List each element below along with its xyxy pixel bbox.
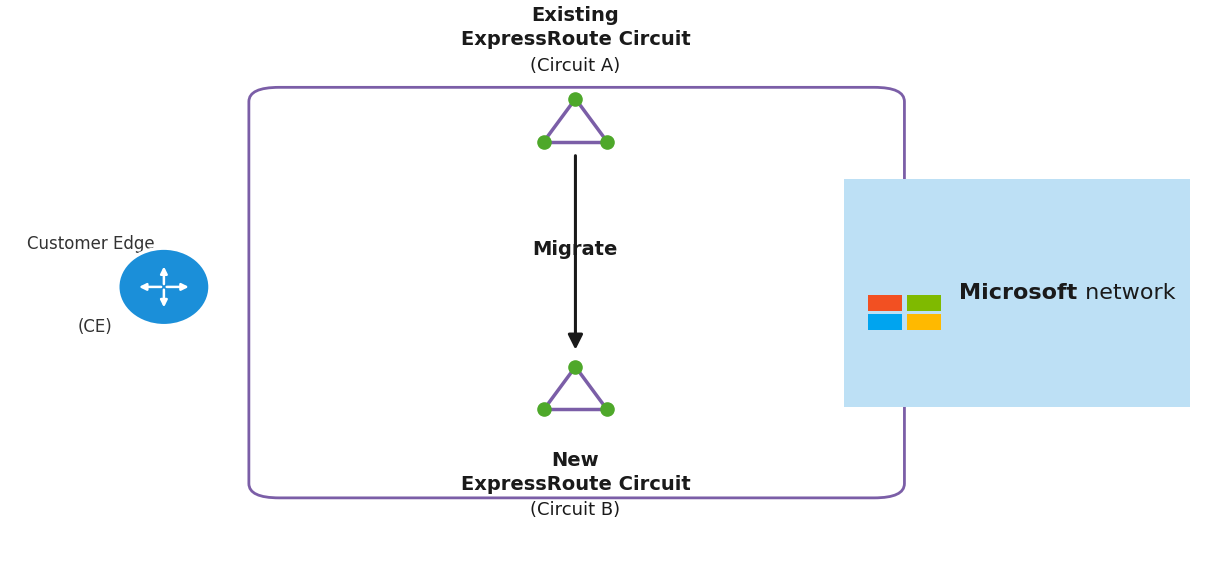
Text: network: network: [1078, 283, 1175, 303]
Point: [597, 405, 617, 414]
Text: Microsoft: Microsoft: [959, 283, 1077, 303]
FancyBboxPatch shape: [844, 178, 1190, 407]
Point: [597, 137, 617, 146]
Text: New
ExpressRoute Circuit: New ExpressRoute Circuit: [460, 451, 691, 494]
Point: [566, 362, 585, 371]
Point: [534, 137, 554, 146]
Text: Migrate: Migrate: [533, 240, 618, 259]
Point: [566, 94, 585, 104]
Text: Existing
ExpressRoute Circuit: Existing ExpressRoute Circuit: [460, 6, 691, 49]
Point: [534, 405, 554, 414]
FancyBboxPatch shape: [907, 313, 941, 329]
Ellipse shape: [118, 248, 210, 325]
FancyBboxPatch shape: [868, 296, 902, 311]
Text: (Circuit B): (Circuit B): [531, 502, 620, 519]
FancyBboxPatch shape: [907, 296, 941, 311]
Text: (CE): (CE): [78, 318, 112, 336]
Text: Customer Edge: Customer Edge: [27, 235, 154, 253]
Text: (Circuit A): (Circuit A): [531, 57, 620, 75]
FancyBboxPatch shape: [868, 313, 902, 329]
